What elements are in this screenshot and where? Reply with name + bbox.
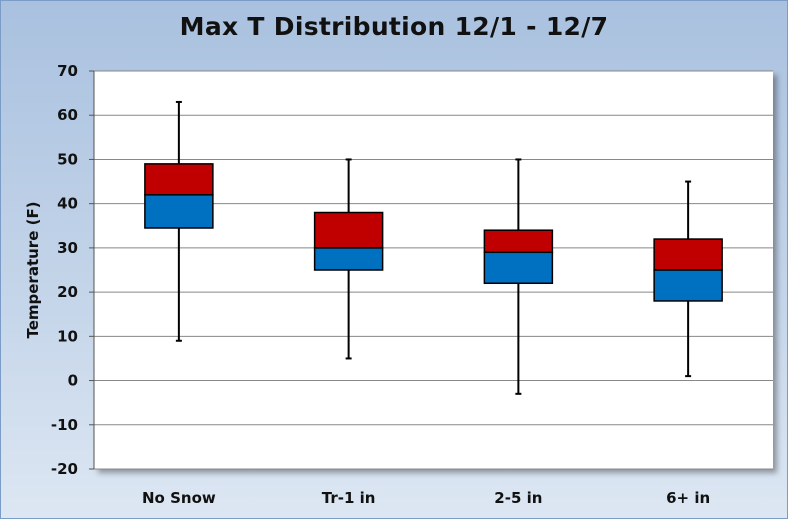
y-tick-label: 30: [57, 239, 78, 257]
y-tick-label: 60: [57, 106, 78, 124]
box-upper-quartile: [483, 229, 554, 254]
boxes: [144, 100, 723, 395]
y-axis-ticks: 70 60 50 40 30 20 10 0 -10 -20: [51, 62, 95, 478]
x-tick-label: No Snow: [142, 489, 216, 507]
box-upper-quartile: [313, 211, 384, 249]
x-tick-label: 2-5 in: [494, 489, 542, 507]
box-1: [144, 100, 214, 342]
x-axis-ticks: No Snow Tr-1 in 2-5 in 6+ in: [142, 489, 710, 507]
y-tick-label: 0: [68, 372, 78, 390]
y-tick-label: -20: [51, 460, 78, 478]
box-upper-quartile: [653, 238, 723, 271]
box-lower-quartile: [653, 269, 723, 302]
y-axis-label: Temperature (F): [24, 201, 42, 338]
box-3: [483, 158, 554, 395]
y-tick-label: 40: [57, 195, 78, 213]
y-tick-label: 10: [57, 327, 78, 345]
x-tick-label: 6+ in: [666, 489, 710, 507]
y-tick-label: -10: [51, 416, 78, 434]
box-4: [653, 180, 723, 378]
y-tick-label: 70: [57, 62, 78, 80]
box-lower-quartile: [483, 251, 554, 285]
box-lower-quartile: [144, 194, 214, 229]
chart-title: Max T Distribution 12/1 - 12/7: [179, 12, 609, 41]
y-tick-label: 20: [57, 283, 78, 301]
box-2: [313, 158, 384, 360]
box-upper-quartile: [144, 163, 214, 196]
x-tick-label: Tr-1 in: [322, 489, 376, 507]
y-tick-label: 50: [57, 150, 78, 168]
box-lower-quartile: [313, 247, 384, 271]
